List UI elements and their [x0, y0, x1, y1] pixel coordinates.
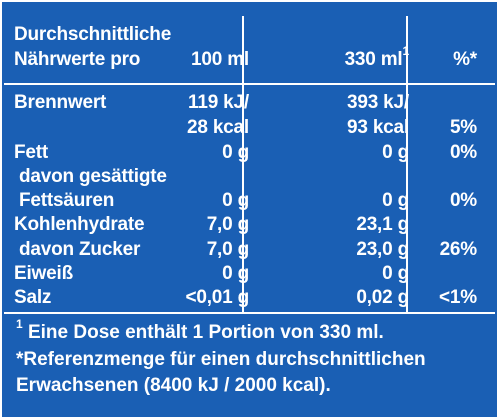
- footnote-divider: [4, 312, 495, 314]
- footnote-marker: 1: [16, 316, 23, 331]
- brennwert-percent: 5%: [449, 117, 477, 138]
- brennwert-330-kcal: 93 kcal: [347, 117, 409, 138]
- footnote-reference-line2: Erwachsenen (8400 kJ / 2000 kcal).: [16, 375, 331, 396]
- footnote-reference-line1: *Referenzmenge für einen durchschnittlic…: [16, 349, 426, 370]
- footnote-portion: 1 Eine Dose enthält 1 Portion von 330 ml…: [16, 316, 384, 346]
- fettsaeuren-100: 0 g: [222, 190, 249, 211]
- row-label-fettsaeuren: Fettsäuren: [19, 190, 115, 211]
- brennwert-100-kj: 119 kJ/: [188, 92, 249, 113]
- header-divider: [4, 83, 495, 85]
- zucker-330: 23,0 g: [356, 239, 409, 260]
- fett-percent: 0%: [449, 142, 477, 163]
- eiweiss-330: 0 g: [382, 263, 409, 284]
- zucker-percent: 26%: [439, 239, 478, 260]
- row-label-kohlenhydrate: Kohlenhydrate: [14, 214, 145, 235]
- header-330ml-text: 330 ml: [344, 49, 403, 70]
- row-label-brennwert: Brennwert: [14, 92, 107, 113]
- row-label-fett: Fett: [14, 142, 49, 163]
- fett-330: 0 g: [382, 142, 409, 163]
- column-divider-2: [406, 16, 408, 312]
- row-label-gesaettigte: davon gesättigte: [19, 166, 167, 187]
- header-label-line2: Nährwerte pro: [14, 49, 141, 70]
- kohlenhydrate-330: 23,1 g: [356, 214, 409, 235]
- fettsaeuren-percent: 0%: [449, 190, 477, 211]
- zucker-100: 7,0 g: [206, 239, 250, 260]
- header-100ml: 100 ml: [191, 49, 249, 70]
- salz-100: <0,01 g: [185, 287, 249, 308]
- row-label-eiweiss: Eiweiß: [14, 263, 73, 284]
- salz-percent: <1%: [439, 287, 477, 308]
- fettsaeuren-330: 0 g: [382, 190, 409, 211]
- nutrition-table: Durchschnittliche Nährwerte pro 100 ml 3…: [2, 2, 497, 417]
- header-330ml-footnote-marker: 1: [402, 43, 410, 58]
- fett-100: 0 g: [222, 142, 249, 163]
- brennwert-330-kj: 393 kJ/: [347, 92, 409, 113]
- header-label-line1: Durchschnittliche: [14, 24, 172, 45]
- footnote-portion-text: Eine Dose enthält 1 Portion von 330 ml.: [22, 322, 384, 343]
- salz-330: 0,02 g: [356, 287, 409, 308]
- eiweiss-100: 0 g: [222, 263, 249, 284]
- header-percent: %*: [453, 49, 477, 70]
- brennwert-100-kcal: 28 kcal: [187, 117, 249, 138]
- kohlenhydrate-100: 7,0 g: [206, 214, 250, 235]
- row-label-salz: Salz: [14, 287, 52, 308]
- column-divider-1: [242, 16, 244, 312]
- row-label-zucker: davon Zucker: [19, 239, 141, 260]
- header-330ml: 330 ml1: [344, 45, 410, 71]
